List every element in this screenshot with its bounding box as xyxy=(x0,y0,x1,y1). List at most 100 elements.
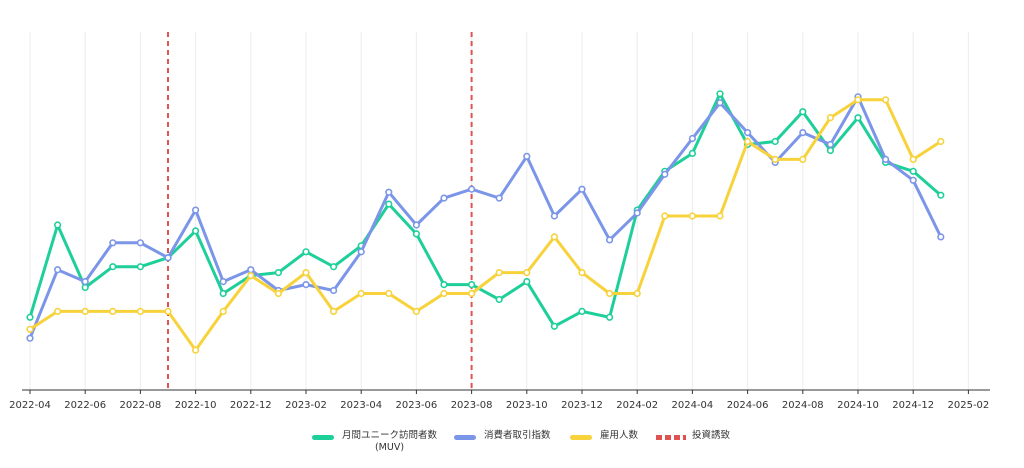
series-1-point-7 xyxy=(219,278,227,286)
series-2-point-26 xyxy=(743,137,752,146)
series-2-point-13 xyxy=(385,289,393,298)
series-0-point-30 xyxy=(854,114,862,122)
x-tick-label-11: 2024-02 xyxy=(616,400,658,411)
legend-label-consumer-index: 消費者取引指数 xyxy=(484,430,551,441)
x-tick-label-4: 2022-12 xyxy=(230,400,272,411)
series-2-point-30 xyxy=(854,96,862,104)
series-0-point-7 xyxy=(219,289,227,298)
x-tick-label-12: 2024-04 xyxy=(672,400,714,411)
series-2-point-4 xyxy=(136,307,144,316)
series-1-point-0 xyxy=(26,334,34,342)
series-0-point-13 xyxy=(385,200,393,208)
series-2-point-19 xyxy=(550,233,559,241)
legend-item-investment[interactable]: 投資誘致 xyxy=(656,427,730,442)
series-1-point-19 xyxy=(550,212,559,220)
x-tick-label-9: 2023-10 xyxy=(506,400,548,411)
series-2-point-18 xyxy=(523,269,531,277)
series-line-1 xyxy=(28,95,943,340)
series-0-point-15 xyxy=(440,281,448,289)
series-2-point-1 xyxy=(53,307,62,316)
series-line-0 xyxy=(28,92,943,328)
legend-swatch-employment xyxy=(570,435,592,440)
series-1-point-32 xyxy=(909,176,917,184)
legend-swatch-investment xyxy=(656,435,686,440)
series-0-point-17 xyxy=(495,295,503,304)
series-1-point-1 xyxy=(53,266,62,274)
series-2-point-5 xyxy=(164,307,172,316)
series-2-point-28 xyxy=(799,155,807,163)
series-2-point-9 xyxy=(274,289,283,298)
series-1-point-12 xyxy=(357,248,365,256)
series-2-point-15 xyxy=(440,289,448,298)
series-2-point-2 xyxy=(81,307,89,316)
series-2-point-27 xyxy=(771,155,779,163)
x-tick-label-8: 2023-08 xyxy=(451,400,493,411)
series-1-point-14 xyxy=(412,221,421,229)
x-tick-label-14: 2024-08 xyxy=(782,400,824,411)
series-1-point-24 xyxy=(688,134,697,143)
series-1-point-21 xyxy=(605,236,614,244)
series-line-2 xyxy=(28,98,943,352)
series-2-point-17 xyxy=(495,269,503,277)
series-2-point-22 xyxy=(633,289,641,298)
series-2-point-31 xyxy=(881,96,890,104)
legend-label-investment: 投資誘致 xyxy=(692,430,731,441)
series-1-point-3 xyxy=(109,239,117,247)
series-0-point-25 xyxy=(716,90,724,98)
legend: 月間ユニーク訪問者数 (MUV) 消費者取引指数 雇用人数 投資誘致 xyxy=(0,427,1024,463)
x-tick-label-5: 2023-02 xyxy=(285,400,327,411)
x-tick-label-13: 2024-06 xyxy=(727,400,769,411)
investment-lines xyxy=(167,32,473,390)
series-0-point-29 xyxy=(826,146,835,155)
series-2-point-14 xyxy=(412,307,421,316)
series-1-point-8 xyxy=(247,266,255,274)
series-0-point-9 xyxy=(274,269,283,277)
x-tick-label-6: 2023-04 xyxy=(340,400,382,411)
series-1-point-33 xyxy=(937,233,945,241)
series-2-point-6 xyxy=(192,346,200,354)
series-0-point-2 xyxy=(81,283,89,292)
series-1-point-28 xyxy=(799,129,807,137)
x-tick-label-7: 2023-06 xyxy=(396,400,438,411)
series-2-point-3 xyxy=(109,307,117,316)
x-tick-label-15: 2024-10 xyxy=(837,400,879,411)
legend-label-employment: 雇用人数 xyxy=(600,430,639,441)
series-0-point-4 xyxy=(136,263,144,271)
series-0-point-28 xyxy=(799,108,807,116)
legend-label-muv: 月間ユニーク訪問者数 (MUV) xyxy=(342,430,438,453)
series-1-point-2 xyxy=(81,278,89,286)
legend-swatch-consumer-index xyxy=(454,435,476,440)
series-2-point-20 xyxy=(578,269,586,277)
x-tick-label-0: 2022-04 xyxy=(9,400,51,411)
x-tick-label-16: 2024-12 xyxy=(892,400,934,411)
x-tick-label-3: 2022-10 xyxy=(175,400,217,411)
series-2-point-16 xyxy=(468,289,476,298)
legend-swatch-muv xyxy=(312,435,334,440)
series-1-point-25 xyxy=(716,99,724,107)
x-axis: 2022-04 2022-06 2022-08 2022-10 2022-12 2023-… xyxy=(9,389,990,411)
legend-item-employment[interactable]: 雇用人数 xyxy=(570,427,638,442)
series-1-point-13 xyxy=(385,188,393,196)
series-2-point-25 xyxy=(716,212,724,220)
series-0-point-16 xyxy=(468,281,476,289)
series-0-point-18 xyxy=(523,278,531,286)
legend-item-muv[interactable]: 月間ユニーク訪問者数 (MUV) xyxy=(312,427,437,454)
legend-item-consumer-index[interactable]: 消費者取引指数 xyxy=(454,427,551,442)
series-1-point-15 xyxy=(440,194,448,202)
series-2-point-29 xyxy=(826,114,835,122)
series-1-point-11 xyxy=(330,286,338,295)
series-2-point-24 xyxy=(688,212,697,220)
series-2-point-8 xyxy=(247,272,255,280)
series-0-point-24 xyxy=(688,149,697,157)
series-0-point-6 xyxy=(192,227,200,235)
series-0-point-0 xyxy=(26,313,34,321)
series-2-point-12 xyxy=(357,289,365,298)
x-tick-label-17: 2025-02 xyxy=(948,400,990,411)
series-1-point-5 xyxy=(164,254,172,262)
series-2-point-10 xyxy=(302,269,310,277)
series-1-point-4 xyxy=(136,239,144,247)
series-0-point-27 xyxy=(771,137,779,146)
series-0-point-19 xyxy=(550,322,559,330)
